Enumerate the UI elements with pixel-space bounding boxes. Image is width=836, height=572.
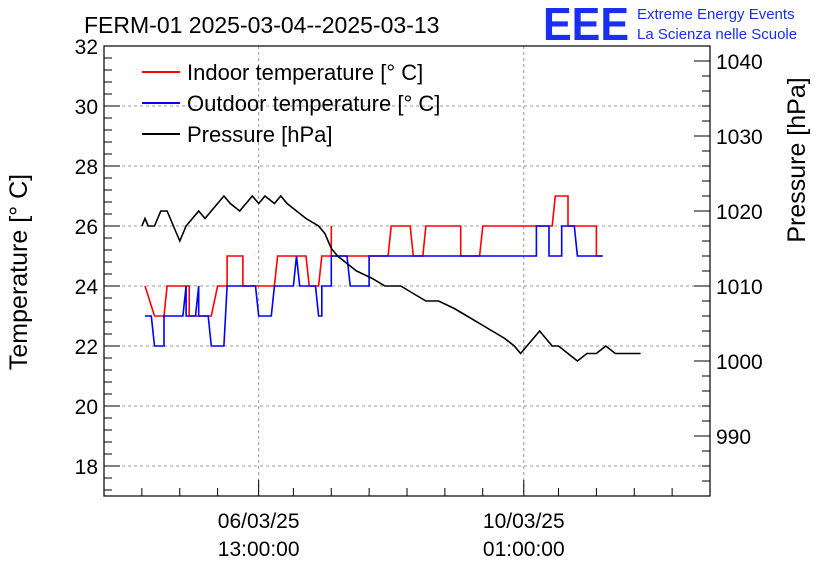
- y-right-tick-label: 1030: [716, 126, 763, 149]
- series-line-3: [141, 194, 641, 363]
- y-left-tick-label: 28: [75, 156, 98, 179]
- y-left-tick-label: 24: [75, 276, 99, 299]
- legend-label-1: Indoor temperature [° C]: [187, 60, 423, 85]
- y-right-tick-label: 990: [716, 426, 751, 449]
- y-right-tick-label: 1020: [716, 201, 763, 224]
- y-axis-left-title: Temperature [° C]: [5, 174, 33, 370]
- x-tick-label-time: 01:00:00: [483, 538, 565, 561]
- y-axis-right-title: Pressure [hPa]: [783, 77, 811, 242]
- x-tick-label-date: 06/03/25: [218, 510, 300, 533]
- x-tick-label-date: 10/03/25: [483, 510, 565, 533]
- legend-label-3: Pressure [hPa]: [187, 122, 333, 147]
- legend-label-2: Outdoor temperature [° C]: [187, 91, 440, 116]
- y-left-tick-label: 30: [75, 96, 98, 119]
- x-tick-label-time: 13:00:00: [218, 538, 300, 561]
- y-left-tick-label: 18: [75, 456, 98, 479]
- eee-logo: EEE Extreme Energy Events La Scienza nel…: [543, 0, 797, 50]
- y-right-tick-label: 1040: [716, 51, 763, 74]
- legend: Indoor temperature [° C] Outdoor temperat…: [142, 60, 440, 147]
- axes: 18 20 22 24 26 28 30 32 990 1000 1010 1020 1030 1040 0…: [75, 36, 763, 561]
- y-right-tick-label: 1000: [716, 351, 763, 374]
- logo-line-1: Extreme Energy Events: [637, 6, 795, 23]
- grid: [104, 46, 710, 496]
- y-left-tick-label: 32: [75, 36, 98, 59]
- y-left-tick-label: 26: [75, 216, 98, 239]
- y-right-tick-label: 1010: [716, 276, 763, 299]
- series-line-2: [145, 225, 603, 347]
- chart-title: FERM-01 2025-03-04--2025-03-13: [84, 12, 439, 38]
- logo-line-2: La Scienza nelle Scuole: [637, 26, 797, 43]
- y-left-tick-label: 22: [75, 336, 98, 359]
- logo-mark: EEE: [543, 0, 629, 50]
- plot-series: [141, 194, 641, 363]
- y-left-tick-label: 20: [75, 396, 98, 419]
